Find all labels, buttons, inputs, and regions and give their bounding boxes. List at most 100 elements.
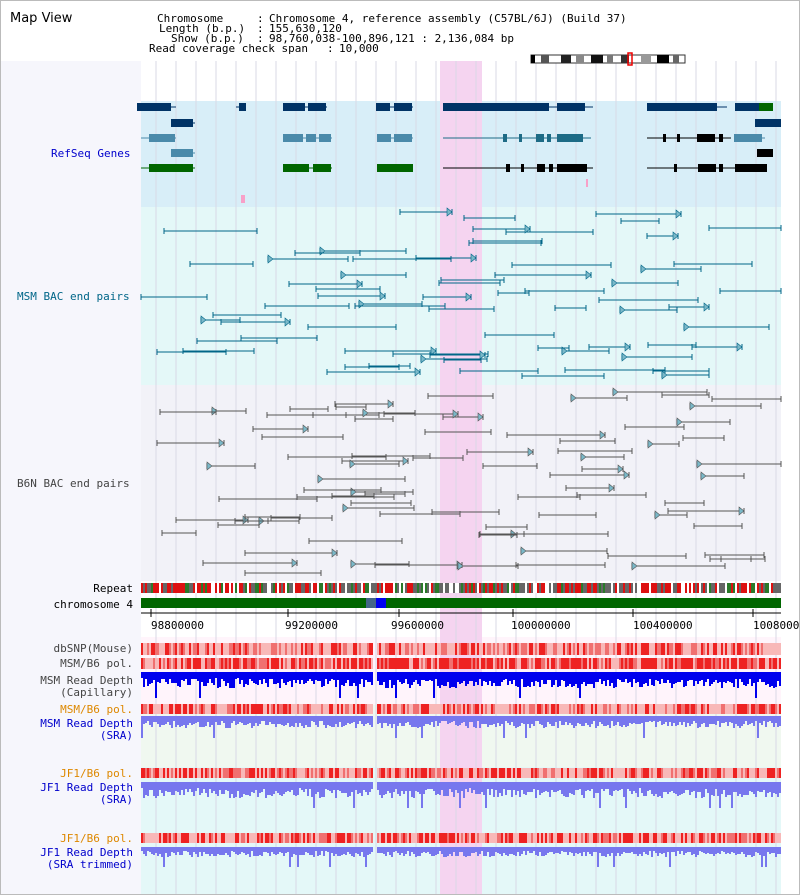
polymorphism-mark — [585, 658, 587, 669]
read-depth-mark — [663, 716, 665, 724]
polymorphism-mark — [457, 658, 459, 669]
gene-exon — [557, 164, 587, 172]
polymorphism-mark — [183, 833, 185, 843]
read-depth-mark — [543, 716, 545, 728]
read-depth-mark — [175, 782, 177, 791]
polymorphism-mark — [641, 833, 643, 843]
polymorphism-mark — [433, 768, 435, 778]
repeat-mark — [571, 583, 573, 593]
polymorphism-mark — [177, 704, 179, 714]
read-depth-mark — [147, 782, 149, 796]
polymorphism-mark — [609, 704, 611, 714]
polymorphism-mark — [531, 833, 533, 843]
repeat-mark — [269, 583, 271, 593]
read-depth-mark — [547, 782, 549, 792]
polymorphism-mark — [727, 658, 729, 669]
polymorphism-mark — [755, 768, 757, 778]
read-depth-mark — [457, 716, 459, 726]
track-label-refseq-genes[interactable]: RefSeq Genes — [51, 147, 131, 160]
read-depth-mark — [583, 716, 585, 726]
polymorphism-mark — [475, 704, 477, 714]
polymorphism-mark — [205, 643, 207, 655]
read-depth-mark — [589, 672, 591, 684]
track-label-b6n-bac[interactable]: B6N BAC end pairs — [17, 477, 130, 490]
track-label-jf1-depth-trimmed[interactable]: JF1 Read Depth — [40, 846, 133, 859]
repeat-mark — [435, 583, 437, 593]
polymorphism-mark — [549, 768, 551, 778]
repeat-mark — [285, 583, 287, 593]
track-label-msm-bac[interactable]: MSM BAC end pairs — [17, 290, 130, 303]
track-label-msm-pol-2[interactable]: MSM/B6 pol. — [60, 703, 133, 716]
read-depth-mark — [649, 672, 651, 679]
polymorphism-mark — [687, 833, 689, 843]
repeat-mark — [741, 583, 743, 593]
polymorphism-mark — [671, 768, 673, 778]
read-depth-mark — [325, 672, 327, 679]
track-label-msm-depth-sra[interactable]: MSM Read Depth — [40, 717, 133, 730]
bac-end-arrow — [654, 510, 661, 520]
repeat-mark — [493, 583, 495, 593]
read-depth-mark — [449, 716, 451, 723]
read-depth-mark — [391, 672, 393, 688]
polymorphism-mark — [769, 833, 771, 843]
read-depth-mark — [329, 782, 331, 791]
polymorphism-mark — [561, 643, 563, 655]
read-depth-mark — [313, 782, 315, 808]
track-label-jf1-depth-sra[interactable]: JF1 Read Depth — [40, 781, 133, 794]
polymorphism-mark — [297, 768, 299, 778]
gene-exon — [519, 134, 522, 142]
repeat-mark — [585, 583, 587, 593]
polymorphism-mark — [673, 833, 675, 843]
repeat-mark — [401, 583, 403, 593]
polymorphism-mark — [185, 704, 187, 714]
track-label-msm-pol[interactable]: MSM/B6 pol. — [60, 657, 133, 670]
read-depth-mark — [659, 672, 661, 684]
repeat-mark — [179, 583, 181, 593]
track-label-jf1-pol-2[interactable]: JF1/B6 pol. — [60, 832, 133, 845]
polymorphism-mark — [247, 643, 249, 655]
read-depth-mark — [309, 716, 311, 727]
polymorphism-mark — [633, 658, 635, 669]
read-depth-mark — [757, 672, 759, 682]
polymorphism-mark — [249, 768, 251, 778]
polymorphism-mark — [457, 768, 459, 778]
track-label-dbsnp[interactable]: dbSNP(Mouse) — [53, 642, 133, 655]
polymorphism-mark — [485, 704, 487, 714]
read-depth-mark — [435, 847, 437, 855]
polymorphism-mark — [359, 643, 361, 655]
polymorphism-mark — [699, 704, 701, 714]
read-depth-mark — [701, 672, 703, 680]
polymorphism-mark — [335, 643, 337, 655]
polymorphism-mark — [501, 643, 503, 655]
read-depth-mark — [541, 782, 543, 793]
polymorphism-mark — [195, 704, 197, 714]
polymorphism-mark — [377, 768, 379, 778]
polymorphism-mark — [581, 704, 583, 714]
read-depth-mark — [623, 672, 625, 682]
polymorphism-mark — [151, 643, 153, 655]
read-depth-mark — [483, 716, 485, 724]
read-depth-mark — [651, 782, 653, 794]
read-depth-mark — [623, 716, 625, 725]
polymorphism-mark — [271, 768, 273, 778]
polymorphism-mark — [399, 658, 401, 669]
polymorphism-mark — [257, 768, 259, 778]
polymorphism-mark — [225, 833, 227, 843]
polymorphism-mark — [329, 704, 331, 714]
polymorphism-mark — [595, 658, 597, 669]
read-depth-mark — [425, 847, 427, 853]
polymorphism-mark — [697, 768, 699, 778]
polymorphism-mark — [145, 704, 147, 714]
read-depth-mark — [601, 716, 603, 724]
polymorphism-mark — [681, 658, 683, 669]
read-depth-mark — [193, 672, 195, 679]
read-depth-mark — [429, 716, 431, 725]
polymorphism-mark — [387, 704, 389, 714]
track-label-msm-depth-capillary[interactable]: MSM Read Depth — [40, 674, 133, 687]
polymorphism-mark — [655, 643, 657, 655]
track-label-jf1-pol[interactable]: JF1/B6 pol. — [60, 767, 133, 780]
read-depth-mark — [581, 716, 583, 726]
read-depth-mark — [311, 782, 313, 797]
read-depth-mark — [515, 782, 517, 795]
